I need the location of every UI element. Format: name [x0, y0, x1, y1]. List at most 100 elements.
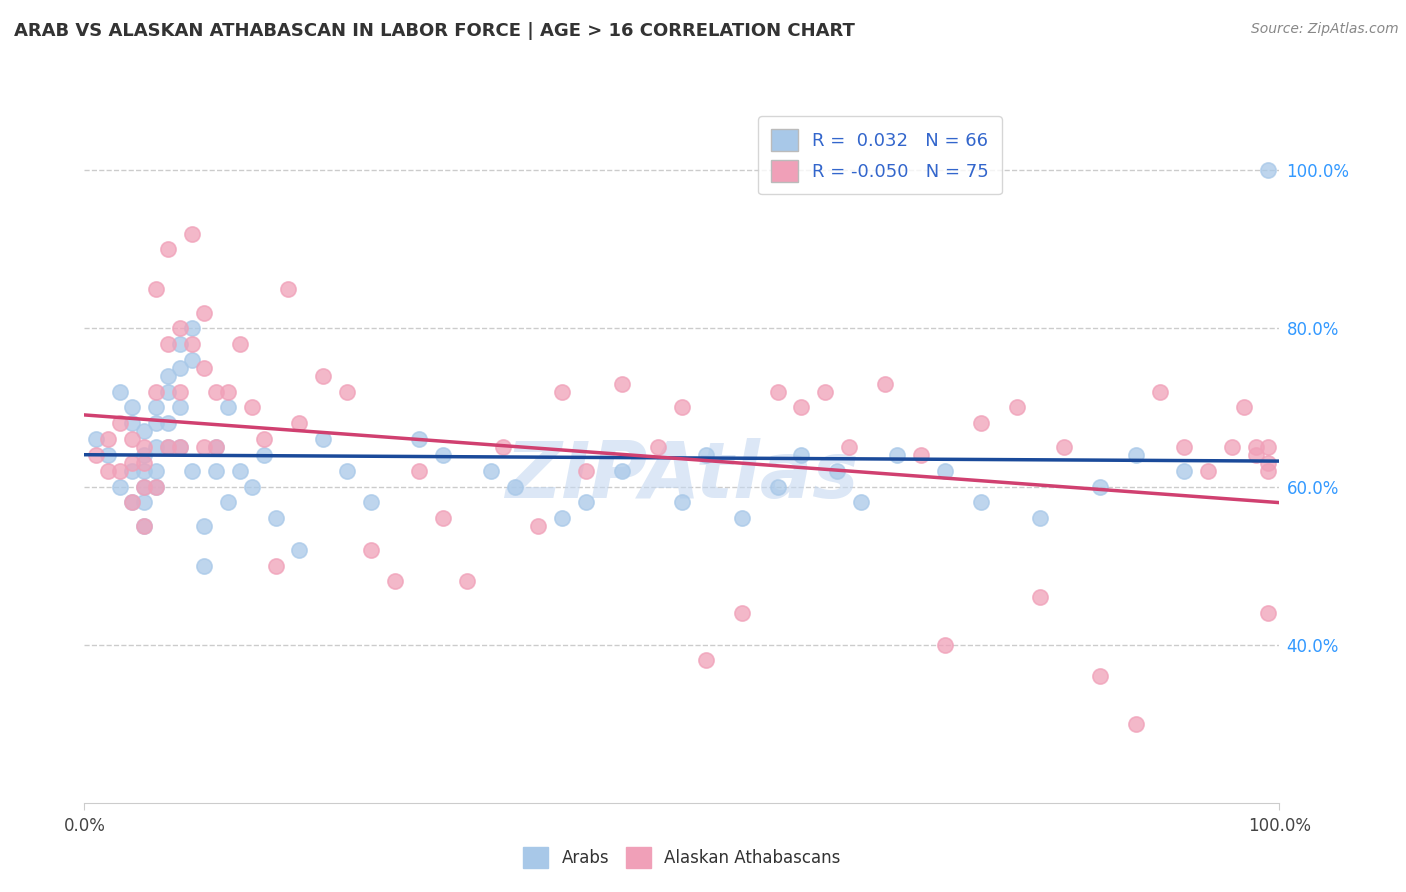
Point [731, 606, 754, 620]
Point [132, 448, 156, 462]
Point [671, 495, 693, 509]
Point [527, 519, 550, 533]
Point [1029, 591, 1052, 605]
Point [132, 464, 156, 478]
Point [193, 305, 215, 319]
Y-axis label: In Labor Force | Age > 16: In Labor Force | Age > 16 [0, 358, 8, 552]
Point [132, 519, 156, 533]
Point [277, 282, 299, 296]
Point [157, 368, 180, 383]
Point [253, 432, 276, 446]
Point [180, 227, 202, 241]
Point [551, 511, 574, 525]
Point [1173, 464, 1195, 478]
Point [838, 440, 860, 454]
Point [432, 448, 454, 462]
Point [145, 384, 167, 399]
Point [1244, 440, 1267, 454]
Point [934, 464, 956, 478]
Point [934, 638, 956, 652]
Point [157, 440, 180, 454]
Point [121, 464, 143, 478]
Point [1220, 440, 1243, 454]
Point [110, 384, 132, 399]
Point [169, 384, 191, 399]
Point [193, 440, 215, 454]
Point [384, 574, 406, 589]
Point [121, 456, 143, 470]
Point [121, 401, 143, 415]
Point [1173, 440, 1195, 454]
Point [575, 495, 598, 509]
Point [1088, 479, 1111, 493]
Point [790, 448, 813, 462]
Point [1257, 464, 1279, 478]
Point [575, 464, 598, 478]
Point [408, 464, 430, 478]
Text: ZIPAtlas: ZIPAtlas [505, 438, 859, 514]
Point [288, 542, 311, 557]
Point [1257, 606, 1279, 620]
Point [1149, 384, 1171, 399]
Point [1257, 440, 1279, 454]
Point [157, 417, 180, 431]
Point [1244, 448, 1267, 462]
Point [145, 479, 167, 493]
Point [479, 464, 502, 478]
Point [1257, 456, 1279, 470]
Point [157, 243, 180, 257]
Point [169, 440, 191, 454]
Point [312, 432, 335, 446]
Point [849, 495, 872, 509]
Point [145, 479, 167, 493]
Point [253, 448, 276, 462]
Point [145, 464, 167, 478]
Point [180, 464, 202, 478]
Point [910, 448, 932, 462]
Point [1029, 511, 1052, 525]
Point [551, 384, 574, 399]
Point [145, 401, 167, 415]
Text: ARAB VS ALASKAN ATHABASCAN IN LABOR FORCE | AGE > 16 CORRELATION CHART: ARAB VS ALASKAN ATHABASCAN IN LABOR FORC… [14, 22, 855, 40]
Point [503, 479, 526, 493]
Point [86, 432, 108, 446]
Point [240, 479, 263, 493]
Point [456, 574, 478, 589]
Point [360, 495, 382, 509]
Point [288, 417, 311, 431]
Point [1257, 163, 1279, 178]
Point [1232, 401, 1256, 415]
Point [217, 401, 239, 415]
Point [205, 440, 228, 454]
Point [169, 401, 191, 415]
Point [121, 417, 143, 431]
Point [157, 384, 180, 399]
Point [121, 432, 143, 446]
Point [132, 456, 156, 470]
Point [1125, 716, 1147, 731]
Point [193, 361, 215, 376]
Point [205, 384, 228, 399]
Text: Source: ZipAtlas.com: Source: ZipAtlas.com [1251, 22, 1399, 37]
Point [132, 479, 156, 493]
Point [121, 495, 143, 509]
Point [97, 464, 120, 478]
Point [228, 337, 252, 351]
Point [180, 353, 202, 368]
Point [360, 542, 382, 557]
Point [1125, 448, 1147, 462]
Point [825, 464, 848, 478]
Point [217, 495, 239, 509]
Point [610, 464, 633, 478]
Point [875, 376, 897, 391]
Point [647, 440, 669, 454]
Point [790, 401, 813, 415]
Point [695, 653, 717, 667]
Point [193, 558, 215, 573]
Point [86, 448, 108, 462]
Point [814, 384, 837, 399]
Point [408, 432, 430, 446]
Point [132, 495, 156, 509]
Point [193, 519, 215, 533]
Point [1088, 669, 1111, 683]
